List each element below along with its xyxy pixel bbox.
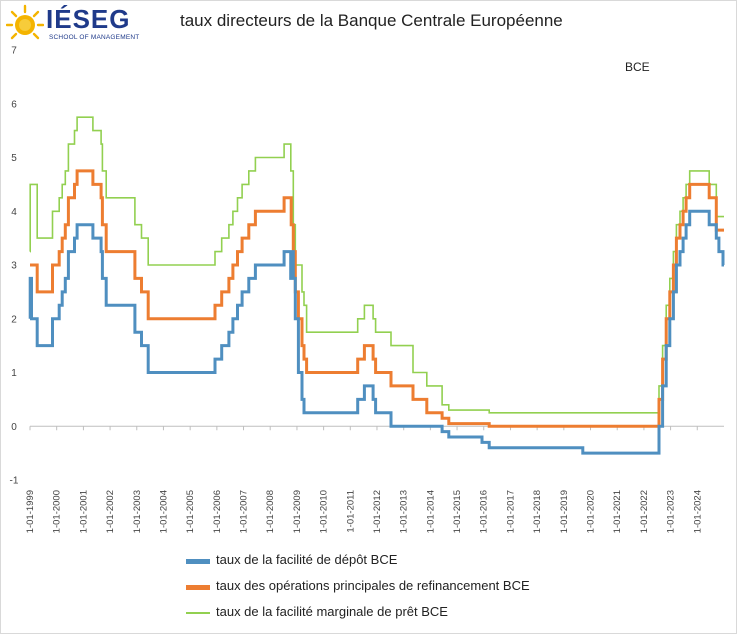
x-tick-label: 1-01-2011 bbox=[345, 490, 356, 533]
y-tick-label: 2 bbox=[11, 314, 17, 325]
x-tick-label: 1-01-1999 bbox=[25, 490, 36, 533]
x-tick-label: 1-01-2012 bbox=[372, 490, 383, 533]
x-tick-label: 1-01-2020 bbox=[585, 490, 596, 533]
x-tick-label: 1-01-2001 bbox=[78, 490, 89, 533]
x-tick-label: 1-01-2016 bbox=[479, 490, 490, 533]
series-line-1 bbox=[28, 209, 725, 455]
x-tick-label: 1-01-2004 bbox=[158, 490, 169, 533]
chart-legend: taux de la facilité de dépôt BCE taux des… bbox=[186, 550, 626, 628]
x-tick-label: 1-01-2017 bbox=[505, 490, 516, 533]
series-line-2 bbox=[30, 169, 724, 428]
x-tick-label: 1-01-2000 bbox=[52, 490, 63, 533]
y-tick-label: 6 bbox=[11, 99, 17, 110]
ieseg-logo-icon bbox=[6, 4, 44, 40]
legend-swatch bbox=[186, 559, 210, 564]
legend-label: taux de la facilité de dépôt BCE bbox=[216, 552, 398, 567]
x-tick-label: 1-01-2009 bbox=[292, 490, 303, 533]
x-tick-label: 1-01-2023 bbox=[666, 490, 677, 533]
y-tick-label: 0 bbox=[11, 422, 17, 433]
y-tick-label: 7 bbox=[11, 46, 17, 57]
y-tick-label: 3 bbox=[11, 261, 17, 272]
legend-item: taux des opérations principales de refin… bbox=[186, 576, 626, 602]
x-tick-label: 1-01-2013 bbox=[399, 490, 410, 533]
x-tick-label: 1-01-2005 bbox=[185, 490, 196, 533]
legend-item: taux de la facilité de dépôt BCE bbox=[186, 550, 626, 576]
legend-swatch bbox=[186, 612, 210, 614]
chart-title: taux directeurs de la Banque Centrale Eu… bbox=[180, 11, 563, 30]
x-tick-label: 1-01-2018 bbox=[532, 490, 543, 533]
ieseg-logo: IÉSEG SCHOOL OF MANAGEMENT bbox=[6, 4, 146, 44]
y-tick-label: 4 bbox=[11, 207, 17, 218]
x-tick-label: 1-01-2010 bbox=[319, 490, 330, 533]
x-tick-label: 1-01-2021 bbox=[612, 490, 623, 533]
legend-label: taux des opérations principales de refin… bbox=[216, 578, 530, 593]
legend-item: taux de la facilité marginale de prêt BC… bbox=[186, 602, 626, 628]
x-tick-label: 1-01-2003 bbox=[132, 490, 143, 533]
x-tick-label: 1-01-2019 bbox=[559, 490, 570, 533]
chart-annotation: BCE bbox=[625, 60, 650, 74]
x-tick-label: 1-01-2006 bbox=[212, 490, 223, 533]
y-tick-label: 5 bbox=[11, 153, 17, 164]
legend-label: taux de la facilité marginale de prêt BC… bbox=[216, 604, 448, 619]
x-tick-label: 1-01-2014 bbox=[425, 490, 436, 533]
x-tick-label: 1-01-2008 bbox=[265, 490, 276, 533]
logo-brand: IÉSEG bbox=[46, 4, 131, 34]
legend-swatch bbox=[186, 585, 210, 590]
x-tick-label: 1-01-2015 bbox=[452, 490, 463, 533]
y-tick-label: 1 bbox=[11, 368, 17, 379]
x-tick-label: 1-01-2007 bbox=[239, 490, 250, 533]
logo-subtitle: SCHOOL OF MANAGEMENT bbox=[49, 34, 140, 41]
y-tick-label: -1 bbox=[10, 476, 19, 487]
x-tick-label: 1-01-2002 bbox=[105, 490, 116, 533]
x-tick-label: 1-01-2024 bbox=[692, 490, 703, 533]
x-tick-label: 1-01-2022 bbox=[639, 490, 650, 533]
